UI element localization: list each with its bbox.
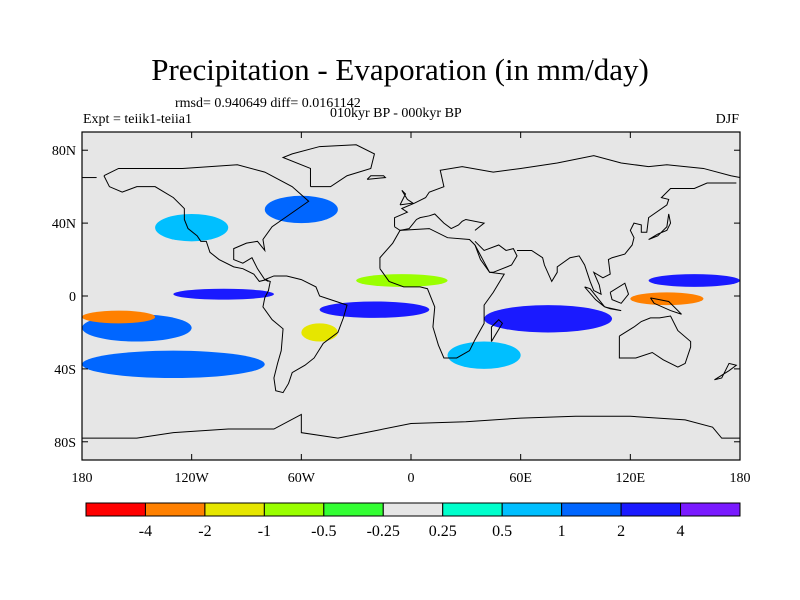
y-tick-label: 0 <box>69 290 76 305</box>
colorbar-swatch <box>263 502 325 517</box>
colorbar-swatch <box>561 502 622 517</box>
x-axis: 180 120W 60W 0 60E 120E 180 <box>72 132 751 486</box>
colorbar-label: 4 <box>677 523 685 540</box>
y-axis: 80N 40N 0 40S 80S <box>52 144 740 451</box>
colorbar-label: 0.5 <box>492 523 512 540</box>
coastline <box>618 315 692 368</box>
colorbar-swatch <box>144 502 206 517</box>
x-tick-label: 60E <box>509 471 532 486</box>
coastline <box>517 182 737 296</box>
y-tick-label: 80S <box>54 436 76 451</box>
colorbar: -4 -2 -1 -0.5 -0.25 0.25 0.5 1 2 4 <box>85 502 741 540</box>
x-tick-label: 120W <box>175 471 210 486</box>
colorbar-swatch <box>204 502 265 517</box>
coastline <box>609 282 630 304</box>
colorbar-swatch <box>323 502 384 517</box>
field-region <box>319 301 430 318</box>
experiment-label: Expt = teiik1-teiia1 <box>83 112 192 127</box>
coastline <box>379 228 506 359</box>
field-region <box>82 350 265 379</box>
coastline <box>490 318 504 342</box>
field-region <box>301 323 338 342</box>
field-region <box>447 341 521 369</box>
x-tick-label: 180 <box>730 471 751 486</box>
field-region <box>356 274 448 287</box>
y-tick-label: 40N <box>52 217 76 232</box>
coastline <box>394 155 740 227</box>
field-region <box>82 310 156 324</box>
colorbar-label: -2 <box>198 523 211 540</box>
colorbar-swatch <box>85 502 146 517</box>
figure-title: Precipitation - Evaporation (in mm/day) <box>151 52 649 87</box>
coastline <box>714 362 738 381</box>
x-tick-label: 60W <box>288 471 316 486</box>
colorbar-label: -0.5 <box>311 523 336 540</box>
colorbar-swatch <box>442 502 503 517</box>
coastline <box>394 213 486 231</box>
coastline <box>262 275 348 394</box>
x-tick-label: 120E <box>616 471 646 486</box>
field-region <box>648 274 740 287</box>
x-tick-label: 0 <box>408 471 415 486</box>
colorbar-label: -0.25 <box>367 523 400 540</box>
stats-text: rmsd= 0.940649 diff= 0.0161142 <box>175 96 361 111</box>
coastline <box>648 213 672 240</box>
colorbar-swatch <box>382 502 444 517</box>
coastlines <box>82 144 740 439</box>
coastline <box>650 297 682 315</box>
coastline <box>604 306 622 312</box>
field-region <box>264 195 338 224</box>
colorbar-label: 1 <box>558 523 566 540</box>
coastline <box>82 413 740 439</box>
x-tick-label: 180 <box>72 471 93 486</box>
colorbar-label: 2 <box>617 523 625 540</box>
precipitation-field <box>82 195 740 379</box>
colorbar-label: -4 <box>139 523 152 540</box>
colorbar-swatch <box>620 502 682 517</box>
field-region <box>173 288 274 300</box>
field-region <box>155 214 229 242</box>
coastline <box>281 144 376 188</box>
colorbar-swatch <box>501 502 563 517</box>
y-tick-label: 40S <box>54 363 76 378</box>
field-region <box>484 305 613 333</box>
y-tick-label: 80N <box>52 144 76 159</box>
colorbar-label: -1 <box>258 523 271 540</box>
coastline <box>366 175 387 180</box>
colorbar-label: 0.25 <box>429 523 457 540</box>
colorbar-swatch <box>680 502 741 517</box>
season-label: DJF <box>715 112 739 127</box>
field-region <box>630 292 704 306</box>
coastline <box>474 240 518 273</box>
coastline <box>399 189 415 206</box>
period-label: 010kyr BP - 000kyr BP <box>330 106 462 121</box>
